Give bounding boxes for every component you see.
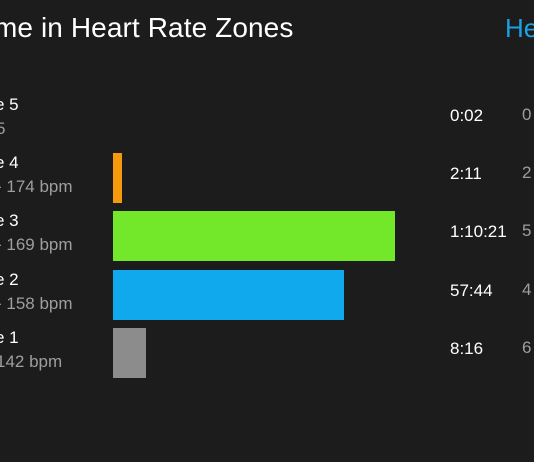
zone-range: - 169 bpm xyxy=(0,235,73,254)
zone-name: e 4 xyxy=(0,153,19,172)
zone-name: e 5 xyxy=(0,95,19,114)
zone-bar-track xyxy=(113,270,413,320)
zone-time: 0:02 xyxy=(450,106,484,125)
zone-percent: 5 xyxy=(522,221,532,240)
zone-name: e 1 xyxy=(0,328,19,347)
zone-name: e 2 xyxy=(0,270,19,289)
zone-bar-track xyxy=(113,328,413,378)
zone-name: e 3 xyxy=(0,211,19,230)
zone-bar xyxy=(113,211,395,261)
zone-row-1: e 1 142 bpm 8:16 6 xyxy=(0,328,534,382)
zone-range: - 158 bpm xyxy=(0,294,73,313)
zone-row-2: e 2 - 158 bpm 57:44 4 xyxy=(0,270,534,324)
page-title: me in Heart Rate Zones xyxy=(0,12,294,43)
zone-bar xyxy=(113,153,122,203)
help-link[interactable]: He xyxy=(505,13,534,43)
zone-row-3: e 3 - 169 bpm 1:10:21 5 xyxy=(0,211,534,265)
zone-range: - 174 bpm xyxy=(0,177,73,196)
zone-time: 8:16 xyxy=(450,339,484,358)
zone-range: 5 xyxy=(0,119,6,138)
zone-time: 2:11 xyxy=(450,164,482,183)
zone-row-5: e 5 5 0:02 0 xyxy=(0,95,534,149)
zone-percent: 0 xyxy=(522,105,532,124)
zone-row-4: e 4 - 174 bpm 2:11 2 xyxy=(0,153,534,207)
zone-time: 57:44 xyxy=(450,281,493,300)
zone-bar xyxy=(113,270,344,320)
zone-bar-track xyxy=(113,211,413,261)
zone-bar-track xyxy=(113,95,413,145)
zone-bar xyxy=(113,328,146,378)
zone-percent: 4 xyxy=(522,280,532,299)
zone-bar-track xyxy=(113,153,413,203)
zone-range: 142 bpm xyxy=(0,352,63,371)
zone-time: 1:10:21 xyxy=(450,222,507,241)
zone-percent: 2 xyxy=(522,163,532,182)
zone-percent: 6 xyxy=(522,338,532,357)
